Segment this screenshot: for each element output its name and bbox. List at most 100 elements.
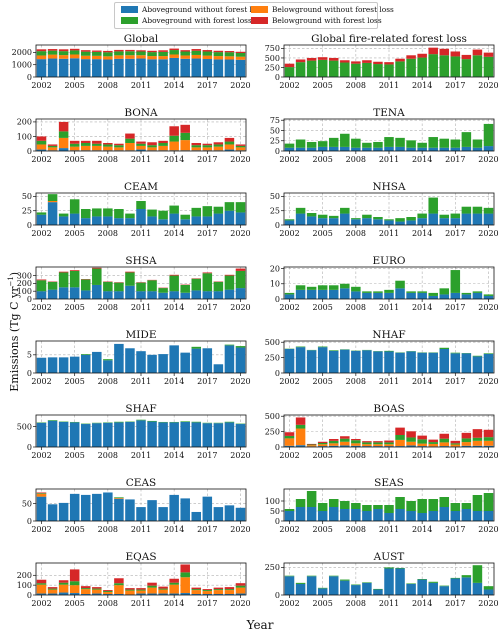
bar-segment: [284, 63, 295, 68]
bar-segment: [36, 280, 47, 292]
bar-segment: [351, 509, 361, 521]
bar-segment: [103, 594, 113, 595]
bar-segment: [472, 55, 483, 77]
bar-segment: [295, 507, 306, 521]
bar-segment: [384, 62, 394, 65]
y-tick-label: 0: [275, 73, 280, 82]
bar-segment: [36, 422, 47, 447]
bar-segment: [92, 589, 102, 594]
x-tick-label: 2011: [379, 229, 399, 238]
legend-item: Belowground with forest loss: [251, 16, 382, 26]
bar-segment: [47, 281, 58, 290]
bar-segment: [417, 213, 427, 219]
bar-segment: [373, 217, 383, 220]
bar-segment: [483, 213, 494, 225]
bar-segment: [224, 141, 235, 145]
bar-segment: [36, 493, 47, 494]
bar-segment: [36, 496, 47, 521]
bar-segment: [69, 569, 80, 582]
bar-segment: [180, 55, 190, 59]
x-tick-label: 2002: [279, 377, 299, 386]
x-tick-label: 2011: [131, 377, 151, 386]
bar-segment: [114, 421, 124, 423]
bar-segment: [158, 219, 168, 225]
bar-segment: [439, 288, 450, 295]
bar-segment: [92, 268, 102, 285]
bar-segment: [295, 346, 306, 348]
axes-frame: [35, 340, 247, 374]
bar-segment: [395, 146, 405, 151]
bar-segment: [472, 445, 483, 447]
x-tick-label: 2011: [379, 599, 399, 608]
bar-segment: [328, 285, 339, 290]
bar-segment: [306, 444, 317, 446]
bar-segment: [406, 55, 416, 59]
bar-segment: [472, 49, 483, 56]
bar-segment: [295, 213, 306, 225]
x-tick-label: 2002: [279, 155, 299, 164]
bar-segment: [362, 218, 372, 225]
bar-segment: [384, 219, 394, 221]
bar-segment: [317, 347, 328, 373]
panel-title: CEAS: [126, 477, 156, 489]
bar-segment: [80, 589, 91, 595]
bar-segment: [328, 60, 339, 77]
bar-segment: [472, 206, 483, 214]
bar-segment: [180, 219, 190, 225]
bar-segment: [180, 577, 190, 594]
y-tick-label: 250: [265, 63, 280, 72]
bar-segment: [158, 354, 168, 373]
x-tick-label: 2014: [412, 303, 432, 312]
bar-segment: [284, 576, 295, 595]
x-tick-label: 2014: [164, 599, 184, 608]
bar-segment: [224, 274, 235, 276]
panel-title: AUST: [373, 551, 405, 563]
bar-segment: [235, 288, 246, 299]
bar-segment: [428, 197, 438, 214]
bar-segment: [235, 346, 246, 348]
bar-segment: [472, 429, 483, 438]
legend-item: Belowground without forest loss: [251, 5, 394, 15]
bar-segment: [213, 281, 224, 292]
bar-segment: [114, 49, 124, 52]
bar-segment: [417, 291, 427, 293]
bar-segment: [351, 585, 361, 595]
bar-segment: [284, 219, 295, 221]
panel: MIDE 0 5 2002 2005 2008 2011 2014 2017 2020: [27, 329, 251, 386]
y-tick-label: 0: [275, 221, 280, 230]
bar-segment: [69, 48, 80, 51]
bar-segment: [92, 423, 102, 447]
bar-segment: [450, 578, 461, 595]
bar-segment: [69, 58, 80, 77]
bar-segment: [213, 206, 224, 214]
x-tick-label: 2011: [131, 155, 151, 164]
bar-segment: [58, 137, 69, 149]
y-tick-label: 500: [265, 338, 280, 347]
y-tick-label: 25: [22, 207, 32, 216]
bar-segment: [180, 51, 190, 56]
bar-segment: [351, 440, 361, 444]
bar-segment: [202, 147, 213, 151]
bar-segment: [224, 59, 235, 77]
bar-segment: [450, 440, 461, 444]
bar-segment: [158, 59, 168, 77]
bar-segment: [428, 213, 438, 225]
legend-label: Aboveground without forest loss: [142, 5, 264, 14]
bar-segment: [69, 146, 80, 151]
x-tick-label: 2017: [197, 377, 217, 386]
bar-segment: [213, 50, 224, 53]
bar-segment: [169, 141, 179, 151]
bar-segment: [362, 444, 372, 447]
bar-segment: [125, 58, 135, 77]
bar-segment: [340, 436, 350, 439]
axes-frame: [35, 266, 247, 300]
bar-segment: [224, 590, 235, 595]
x-tick-label: 2020: [478, 81, 498, 90]
bar-segment: [147, 59, 157, 77]
bar-segment: [47, 587, 58, 589]
x-tick-label: 2005: [65, 81, 85, 90]
bar-segment: [373, 219, 383, 225]
bar-segment: [103, 422, 113, 447]
x-tick-label: 2020: [230, 81, 250, 90]
